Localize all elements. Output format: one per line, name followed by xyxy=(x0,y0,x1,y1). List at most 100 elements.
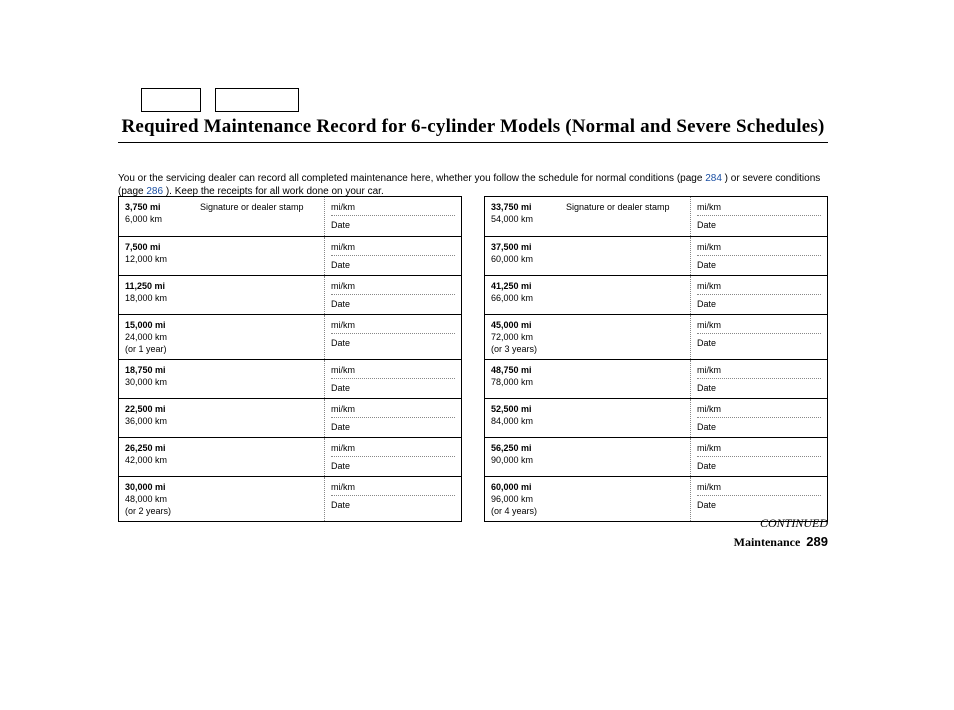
signature-cell: Signature or dealer stamp xyxy=(560,197,690,236)
interval-km: 30,000 km xyxy=(125,376,190,388)
record-cell: mi/kmDate xyxy=(324,197,461,236)
interval-miles: 3,750 mi xyxy=(125,201,190,213)
date-label: Date xyxy=(697,418,821,437)
date-label: Date xyxy=(697,334,821,353)
mikm-label: mi/km xyxy=(331,197,455,216)
interval-km: 12,000 km xyxy=(125,253,190,265)
interval-cell: 33,750 mi54,000 km xyxy=(485,197,560,236)
record-cell: mi/kmDate xyxy=(324,360,461,398)
interval-cell: 3,750 mi6,000 km xyxy=(119,197,194,236)
date-label: Date xyxy=(697,457,821,476)
intro-text-1: You or the servicing dealer can record a… xyxy=(118,173,705,184)
signature-cell xyxy=(560,315,690,359)
interval-km: 72,000 km xyxy=(491,331,556,343)
mikm-label: mi/km xyxy=(331,399,455,418)
record-cell: mi/kmDate xyxy=(324,477,461,521)
mikm-label: mi/km xyxy=(697,399,821,418)
record-cell: mi/kmDate xyxy=(690,197,827,236)
mikm-label: mi/km xyxy=(331,315,455,334)
page-link-284[interactable]: 284 xyxy=(705,173,722,184)
interval-miles: 18,750 mi xyxy=(125,364,190,376)
table-row: 18,750 mi30,000 km mi/kmDate xyxy=(119,359,461,398)
intro-paragraph: You or the servicing dealer can record a… xyxy=(118,172,828,198)
date-label: Date xyxy=(697,216,821,235)
record-cell: mi/kmDate xyxy=(324,315,461,359)
interval-km: 66,000 km xyxy=(491,292,556,304)
page: Required Maintenance Record for 6-cylind… xyxy=(0,0,954,710)
record-cell: mi/kmDate xyxy=(690,477,827,521)
date-label: Date xyxy=(697,379,821,398)
interval-km: 96,000 km xyxy=(491,493,556,505)
mikm-label: mi/km xyxy=(697,477,821,496)
interval-km: 42,000 km xyxy=(125,454,190,466)
table-row: 11,250 mi18,000 kmmi/kmDate xyxy=(119,275,461,314)
interval-note: (or 3 years) xyxy=(491,343,556,355)
record-cell: mi/kmDate xyxy=(690,276,827,314)
page-footer: Maintenance289 xyxy=(734,534,828,550)
date-label: Date xyxy=(331,295,455,314)
signature-cell xyxy=(194,276,324,314)
table-row: 26,250 mi42,000 kmmi/kmDate xyxy=(119,437,461,476)
table-row: 7,500 mi12,000 km mi/kmDate xyxy=(119,236,461,275)
date-label: Date xyxy=(331,334,455,353)
signature-cell xyxy=(560,438,690,476)
signature-header: Signature or dealer stamp xyxy=(566,201,686,213)
interval-miles: 48,750 mi xyxy=(491,364,556,376)
mikm-label: mi/km xyxy=(697,276,821,295)
mikm-label: mi/km xyxy=(331,360,455,379)
interval-miles: 45,000 mi xyxy=(491,319,556,331)
date-label: Date xyxy=(331,216,455,235)
interval-miles: 60,000 mi xyxy=(491,481,556,493)
signature-cell xyxy=(194,477,324,521)
interval-cell: 26,250 mi42,000 km xyxy=(119,438,194,476)
interval-note: (or 2 years) xyxy=(125,505,190,517)
date-label: Date xyxy=(331,256,455,275)
record-cell: mi/kmDate xyxy=(690,438,827,476)
maintenance-table-right: 33,750 mi54,000 km Signature or dealer st… xyxy=(484,196,828,522)
interval-cell: 7,500 mi12,000 km xyxy=(119,237,194,275)
interval-note: (or 4 years) xyxy=(491,505,556,517)
table-row: 48,750 mi78,000 km mi/kmDate xyxy=(485,359,827,398)
signature-cell xyxy=(194,315,324,359)
interval-cell: 18,750 mi30,000 km xyxy=(119,360,194,398)
signature-cell xyxy=(194,360,324,398)
table-row: 52,500 mi84,000 kmmi/kmDate xyxy=(485,398,827,437)
interval-miles: 52,500 mi xyxy=(491,403,556,415)
table-row: 30,000 mi48,000 km(or 2 years) mi/kmDate xyxy=(119,476,461,521)
interval-miles: 41,250 mi xyxy=(491,280,556,292)
interval-km: 48,000 km xyxy=(125,493,190,505)
record-cell: mi/kmDate xyxy=(324,237,461,275)
interval-miles: 30,000 mi xyxy=(125,481,190,493)
interval-note: (or 1 year) xyxy=(125,343,190,355)
mikm-label: mi/km xyxy=(697,438,821,457)
mikm-label: mi/km xyxy=(697,197,821,216)
page-title: Required Maintenance Record for 6-cylind… xyxy=(118,116,828,138)
signature-cell xyxy=(560,399,690,437)
header-tab-1 xyxy=(141,88,201,112)
interval-km: 78,000 km xyxy=(491,376,556,388)
record-cell: mi/kmDate xyxy=(690,315,827,359)
interval-km: 6,000 km xyxy=(125,213,190,225)
continued-label: CONTINUED xyxy=(760,516,828,531)
mikm-label: mi/km xyxy=(331,477,455,496)
mikm-label: mi/km xyxy=(697,315,821,334)
interval-km: 90,000 km xyxy=(491,454,556,466)
signature-cell: Signature or dealer stamp xyxy=(194,197,324,236)
interval-cell: 41,250 mi66,000 km xyxy=(485,276,560,314)
date-label: Date xyxy=(697,295,821,314)
interval-cell: 30,000 mi48,000 km(or 2 years) xyxy=(119,477,194,521)
signature-cell xyxy=(194,438,324,476)
record-cell: mi/kmDate xyxy=(324,399,461,437)
signature-header: Signature or dealer stamp xyxy=(200,201,320,213)
mikm-label: mi/km xyxy=(697,237,821,256)
interval-km: 18,000 km xyxy=(125,292,190,304)
table-row: 60,000 mi96,000 km(or 4 years) mi/kmDate xyxy=(485,476,827,521)
interval-cell: 11,250 mi18,000 km xyxy=(119,276,194,314)
signature-cell xyxy=(560,237,690,275)
title-underline xyxy=(118,142,828,143)
record-cell: mi/kmDate xyxy=(690,360,827,398)
interval-cell: 37,500 mi60,000 km xyxy=(485,237,560,275)
signature-cell xyxy=(560,360,690,398)
interval-km: 60,000 km xyxy=(491,253,556,265)
record-cell: mi/kmDate xyxy=(690,237,827,275)
